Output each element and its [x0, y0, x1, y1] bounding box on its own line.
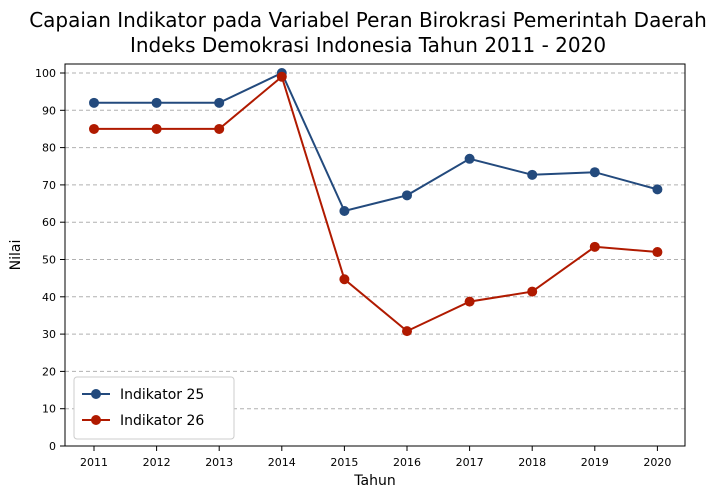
- x-tick-label-2019: 2019: [581, 456, 609, 469]
- point-indikator-26-2013: [214, 123, 225, 134]
- point-indikator-26-2011: [89, 123, 99, 134]
- series-line-indikator-26: [94, 74, 658, 333]
- point-indikator-26-2020: [652, 247, 663, 258]
- point-indikator-26-2016: [402, 326, 412, 337]
- series-indikator-26: [89, 71, 663, 337]
- y-tick-label-70: 70: [42, 179, 56, 192]
- point-indikator-25-2017: [464, 153, 475, 164]
- legend-marker-indikator-26: [91, 415, 101, 425]
- point-indikator-25-2012: [151, 97, 162, 108]
- plot-frame: [64, 63, 686, 447]
- point-indikator-26-2014: [276, 71, 287, 82]
- legend-label-indikator-25: Indikator 25: [120, 387, 204, 403]
- x-tick-label-2017: 2017: [456, 456, 484, 469]
- legend-box: [73, 376, 235, 440]
- x-axis-label: Tahun: [353, 473, 395, 489]
- point-indikator-26-2017: [464, 296, 475, 307]
- chart-title-line-1: Capaian Indikator pada Variabel Peran Bi…: [29, 8, 707, 32]
- legend-label-indikator-26: Indikator 26: [120, 413, 204, 429]
- x-tick-label-2020: 2020: [643, 456, 671, 469]
- x-tick-label-2013: 2013: [205, 456, 233, 469]
- point-indikator-25-2015: [339, 206, 350, 217]
- point-indikator-25-2013: [214, 97, 225, 108]
- x-tick-label-2015: 2015: [330, 456, 358, 469]
- point-indikator-26-2018: [527, 286, 538, 297]
- x-axis-ticks: 2011 2012 2013 2014 2015 2016 2017 2018 2019 2020: [80, 446, 671, 469]
- y-tick-label-60: 60: [42, 216, 56, 229]
- point-indikator-26-2012: [151, 123, 162, 134]
- point-indikator-25-2018: [527, 169, 538, 180]
- y-axis-ticks: 0 10 20 30 40 50 60 70 80 90 100: [35, 67, 65, 453]
- y-tick-label-100: 100: [35, 67, 56, 80]
- point-indikator-25-2016: [402, 190, 412, 201]
- y-tick-label-50: 50: [42, 254, 56, 267]
- y-tick-label-30: 30: [42, 328, 56, 341]
- point-indikator-25-2011: [89, 97, 99, 108]
- y-tick-label-20: 20: [42, 365, 56, 378]
- y-tick-label-90: 90: [42, 104, 56, 117]
- series-line-indikator-25: [94, 71, 658, 213]
- legend: Indikator 25 Indikator 26: [73, 376, 235, 440]
- x-tick-label-2011: 2011: [80, 456, 108, 469]
- gridlines: [65, 72, 685, 410]
- y-tick-label-10: 10: [42, 403, 56, 416]
- x-tick-label-2012: 2012: [143, 456, 171, 469]
- point-indikator-26-2019: [589, 241, 600, 252]
- point-indikator-26-2015: [339, 274, 350, 285]
- series-lines: [89, 68, 663, 337]
- legend-marker-indikator-25: [91, 389, 101, 399]
- chart-title-line-2: Indeks Demokrasi Indonesia Tahun 2011 - …: [130, 33, 606, 57]
- x-tick-label-2018: 2018: [518, 456, 546, 469]
- y-axis-label: Nilai: [8, 240, 24, 271]
- series-indikator-25: [89, 68, 663, 217]
- y-tick-label-40: 40: [42, 291, 56, 304]
- point-indikator-25-2019: [589, 167, 600, 178]
- point-indikator-25-2020: [652, 184, 663, 195]
- y-tick-label-80: 80: [42, 142, 56, 155]
- x-tick-label-2014: 2014: [268, 456, 296, 469]
- x-tick-label-2016: 2016: [393, 456, 421, 469]
- y-tick-label-0: 0: [49, 440, 56, 453]
